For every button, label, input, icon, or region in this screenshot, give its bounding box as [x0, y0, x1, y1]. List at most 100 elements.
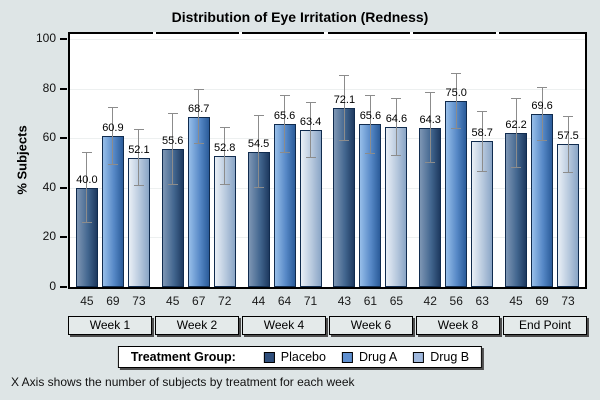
- error-bar-top-cap: [167, 113, 178, 115]
- plot-top-frame-segment: [499, 32, 585, 34]
- week-box: Week 1: [68, 316, 152, 335]
- subject-count-label: 69: [106, 294, 120, 308]
- error-bar: [425, 91, 436, 164]
- error-bar: [511, 97, 522, 168]
- bar-slot: 65.6: [273, 32, 296, 287]
- plot-top-frame-segment: [413, 32, 497, 34]
- bar-slot: 72.1: [333, 32, 356, 287]
- y-axis-tick-label: 20: [42, 229, 56, 244]
- error-bar-line: [429, 91, 431, 164]
- y-axis-tick-label: 0: [49, 279, 56, 293]
- error-bar-top-cap: [253, 115, 264, 117]
- plot-top-frame-segment: [327, 32, 411, 34]
- error-bar: [563, 116, 574, 173]
- subject-count-label: 73: [132, 294, 146, 308]
- bar-value-label: 64.3: [419, 113, 441, 126]
- plot-top-frame-segment: [70, 32, 153, 34]
- bar-group: 54.5 65.6 63.4: [242, 32, 328, 287]
- gridline: [70, 88, 585, 90]
- error-bar-line: [395, 97, 397, 156]
- bar-slot: 55.6: [161, 32, 184, 287]
- legend-item-label: Drug B: [430, 350, 470, 364]
- error-bar-bottom-cap: [81, 222, 92, 224]
- subject-count-label: 43: [337, 294, 352, 308]
- week-box: End Point: [503, 316, 587, 335]
- error-bar: [167, 113, 178, 186]
- chart-title: Distribution of Eye Irritation (Redness): [171, 9, 429, 25]
- error-bar-bottom-cap: [167, 184, 178, 186]
- bar-group: 55.6 68.7 52.8: [156, 32, 242, 287]
- error-bar-bottom-cap: [451, 128, 462, 130]
- error-bar: [219, 127, 230, 185]
- plot-top-frame-segment: [241, 32, 325, 34]
- gridline: [70, 237, 585, 239]
- count-group: 42 56 63: [413, 293, 499, 309]
- gridline: [70, 39, 585, 40]
- error-bar-line: [284, 95, 286, 154]
- error-bar-top-cap: [537, 87, 548, 89]
- error-bar-line: [541, 87, 543, 142]
- bar-slot: 69.6: [531, 32, 554, 287]
- bar-value-label: 64.6: [385, 112, 408, 125]
- error-bar-top-cap: [391, 97, 402, 99]
- week-box: Week 6: [329, 316, 413, 335]
- error-bar: [107, 107, 118, 165]
- error-bar-bottom-cap: [305, 156, 316, 158]
- error-bar-bottom-cap: [391, 154, 402, 156]
- error-bar: [451, 72, 462, 130]
- bar-value-label: 62.2: [505, 118, 527, 131]
- bar-value-label: 52.8: [214, 142, 236, 155]
- bar-slot: 54.5: [247, 32, 270, 287]
- week-band: Week 1 Week 2 Week 4 Week 6 Week 8 End Point: [68, 316, 587, 335]
- subject-counts-row: 45 69 73 45 67 72 44 64 71 43 61 65 42 56 63 45 69 73: [70, 293, 585, 309]
- error-bar-line: [481, 111, 483, 172]
- y-axis-tick-mark: [60, 236, 67, 239]
- error-bar-line: [369, 94, 371, 154]
- legend-item-label: Drug A: [358, 350, 398, 364]
- bar-group: 72.1 65.6 64.6: [328, 32, 414, 287]
- error-bar-line: [515, 97, 517, 168]
- error-bar-line: [455, 72, 457, 130]
- error-bar-line: [310, 102, 312, 158]
- error-bar-bottom-cap: [365, 152, 376, 154]
- y-axis-tick-mark: [60, 137, 67, 140]
- error-bar: [279, 95, 290, 154]
- bar-slot: 64.6: [385, 32, 408, 287]
- subject-count-label: 67: [192, 294, 206, 308]
- error-bar-line: [86, 152, 88, 224]
- bar-value-label: 65.6: [273, 110, 296, 123]
- legend-items: Placebo Drug A Drug B: [263, 350, 470, 364]
- subject-count-label: 61: [363, 294, 378, 308]
- error-bar-line: [224, 127, 226, 185]
- subject-count-label: 72: [218, 294, 232, 308]
- count-group: 44 64 71: [242, 293, 328, 309]
- subject-count-label: 63: [475, 294, 489, 308]
- y-axis-tick-label: 40: [42, 179, 56, 194]
- subject-count-label: 45: [80, 294, 94, 308]
- count-group: 45 69 73: [70, 293, 156, 309]
- error-bar-bottom-cap: [477, 170, 488, 172]
- y-axis: 0 20 40 60 80 100: [0, 31, 68, 293]
- count-group: 45 67 72: [156, 293, 242, 309]
- error-bar: [537, 87, 548, 142]
- error-bar-line: [112, 107, 114, 165]
- error-bar-top-cap: [477, 111, 488, 113]
- bar-slot: 63.4: [299, 32, 322, 287]
- bar-value-label: 63.4: [299, 115, 322, 128]
- legend: Treatment Group: Placebo Drug A Drug B: [117, 346, 483, 368]
- legend-item-label: Placebo: [280, 350, 326, 364]
- subject-count-label: 42: [423, 294, 437, 308]
- error-bar-top-cap: [107, 107, 118, 109]
- subject-count-label: 73: [561, 294, 575, 308]
- error-bar: [253, 115, 264, 189]
- error-bar-top-cap: [81, 152, 92, 154]
- bar-value-label: 52.1: [128, 143, 150, 156]
- error-bar: [339, 74, 350, 142]
- bar-value-label: 57.5: [557, 130, 579, 143]
- bar-slot: 57.5: [557, 32, 580, 287]
- error-bar: [305, 102, 316, 158]
- subject-count-label: 56: [449, 294, 463, 308]
- subject-count-label: 64: [277, 294, 292, 308]
- bar-value-label: 72.1: [333, 94, 356, 107]
- week-box: Week 8: [416, 316, 500, 335]
